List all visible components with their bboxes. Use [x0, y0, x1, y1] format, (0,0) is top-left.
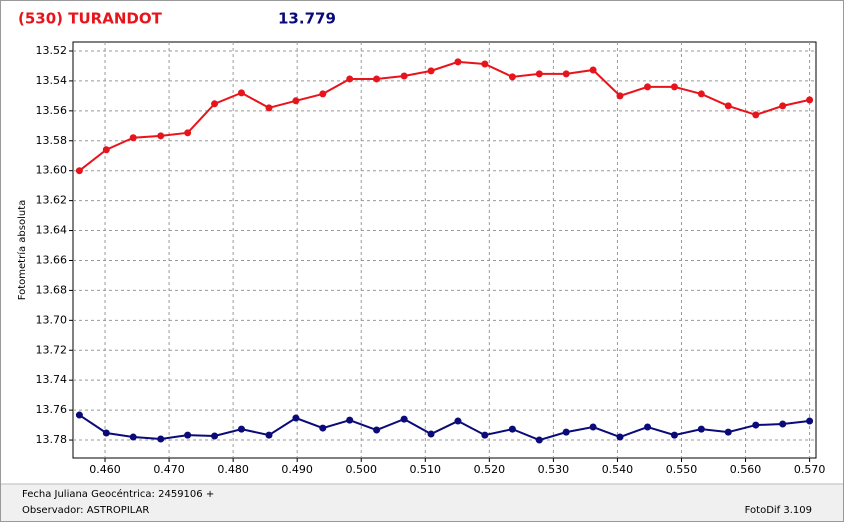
data-point [211, 100, 219, 108]
data-point [806, 417, 814, 425]
data-point [779, 102, 787, 110]
data-point [562, 428, 570, 436]
status-bar [1, 484, 843, 521]
data-point [644, 83, 652, 91]
data-point [400, 72, 408, 80]
data-point [292, 97, 300, 105]
y-tick-label: 13.56 [36, 104, 68, 117]
data-point [319, 90, 327, 98]
data-point [697, 90, 705, 98]
y-tick-label: 13.78 [36, 433, 68, 446]
data-point [589, 423, 597, 431]
data-point [670, 83, 678, 91]
julian-date: Fecha Juliana Geocéntrica: 2459106 + [22, 488, 214, 500]
data-point [562, 70, 570, 78]
x-tick-label: 0.470 [153, 463, 185, 476]
data-point [697, 425, 705, 433]
data-point [481, 60, 489, 68]
y-tick-label: 13.72 [36, 343, 68, 356]
data-point [616, 433, 624, 441]
y-tick-label: 13.66 [36, 253, 68, 266]
data-point [589, 66, 597, 74]
data-point [184, 129, 192, 137]
data-point [319, 424, 327, 432]
data-point [724, 428, 732, 436]
data-point [724, 102, 732, 110]
data-point [265, 431, 273, 439]
data-point [102, 429, 110, 437]
x-tick-label: 0.530 [538, 463, 570, 476]
data-point [157, 132, 165, 140]
y-tick-label: 13.52 [36, 44, 68, 57]
y-tick-label: 13.70 [36, 313, 68, 326]
data-point [616, 92, 624, 100]
data-point [644, 423, 652, 431]
x-tick-label: 0.480 [217, 463, 249, 476]
data-point [454, 417, 462, 425]
data-point [129, 433, 137, 441]
x-tick-label: 0.550 [666, 463, 698, 476]
y-tick-label: 13.76 [36, 403, 68, 416]
y-axis-label: Fotometría absoluta [16, 200, 28, 301]
data-point [752, 421, 760, 429]
observer: Observador: ASTROPILAR [22, 505, 149, 516]
data-point [211, 432, 219, 440]
data-point [373, 426, 381, 434]
data-point [535, 436, 543, 444]
series-line [78, 60, 810, 172]
data-point [508, 73, 516, 81]
data-point [670, 431, 678, 439]
series-line [78, 414, 810, 442]
y-tick-label: 13.64 [36, 224, 68, 237]
data-point [779, 420, 787, 428]
plot-area [72, 41, 817, 459]
chart-title: (530) TURANDOT [18, 10, 163, 28]
x-tick-label: 0.500 [345, 463, 377, 476]
data-point [237, 425, 245, 433]
data-point [481, 431, 489, 439]
x-tick-label: 0.570 [794, 463, 826, 476]
x-tick-label: 0.460 [89, 463, 121, 476]
data-point [75, 411, 83, 419]
data-point [454, 58, 462, 66]
y-tick-label: 13.68 [36, 283, 68, 296]
x-tick-label: 0.540 [602, 463, 634, 476]
y-tick-label: 13.58 [36, 134, 68, 147]
data-point [752, 111, 760, 119]
y-tick-label: 13.74 [36, 373, 68, 386]
data-point [346, 416, 354, 424]
x-tick-label: 0.520 [474, 463, 506, 476]
x-tick-label: 0.560 [730, 463, 762, 476]
chart-subtitle: 13.779 [278, 10, 336, 28]
data-point [373, 75, 381, 83]
y-tick-label: 13.60 [36, 164, 68, 177]
data-point [427, 67, 435, 75]
x-tick-label: 0.490 [281, 463, 313, 476]
software-version: FotoDif 3.109 [745, 505, 812, 516]
data-point [806, 96, 814, 104]
data-point [427, 430, 435, 438]
data-point [535, 70, 543, 78]
y-tick-label: 13.54 [36, 74, 68, 87]
data-point [157, 435, 165, 443]
x-tick-label: 0.510 [410, 463, 442, 476]
y-tick-label: 13.62 [36, 194, 68, 207]
data-point [184, 431, 192, 439]
data-point [102, 146, 110, 154]
data-point [237, 89, 245, 97]
data-point [129, 134, 137, 142]
data-point [346, 75, 354, 83]
data-point [265, 104, 273, 112]
data-point [508, 425, 516, 433]
data-point [400, 415, 408, 423]
data-point [292, 414, 300, 422]
data-point [75, 167, 83, 175]
